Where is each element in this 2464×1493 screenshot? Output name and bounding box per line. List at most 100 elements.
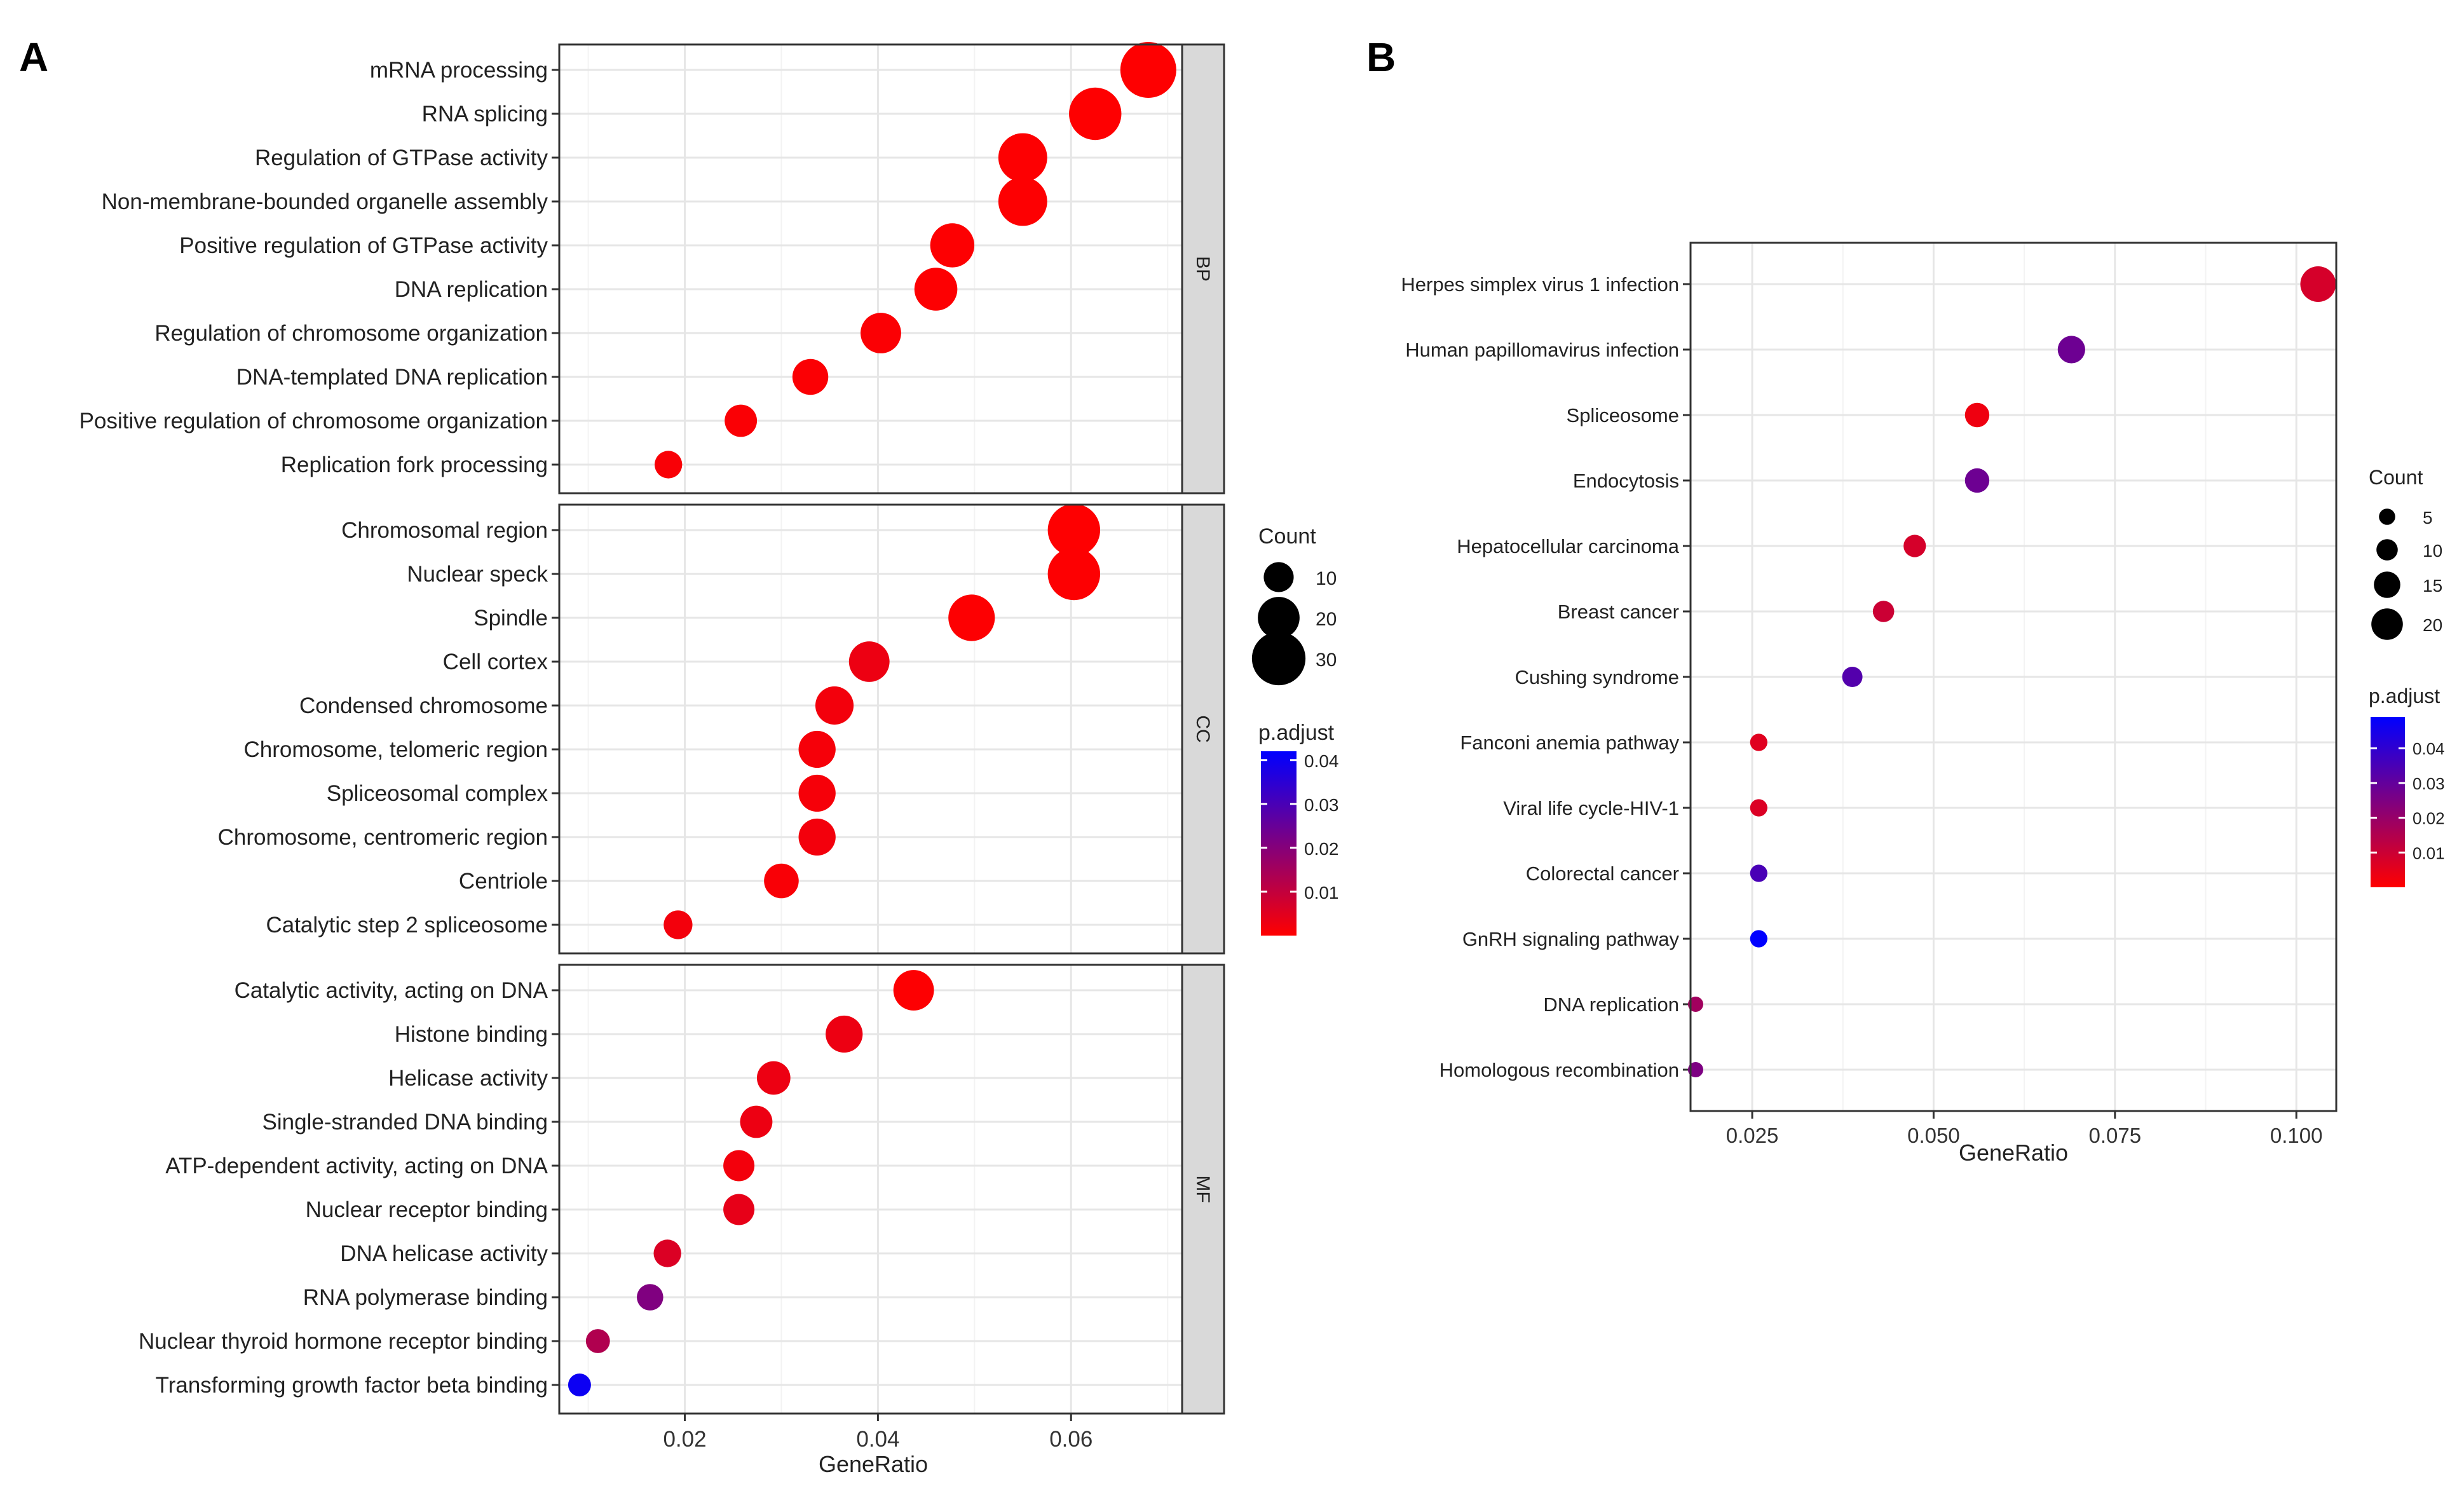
data-point: [653, 1239, 681, 1267]
data-point: [1750, 733, 1767, 751]
data-point: [948, 594, 995, 641]
size-legend-key: [2374, 571, 2400, 598]
y-tick-label: GnRH signaling pathway: [1462, 928, 1680, 950]
color-legend-gradient-bar: [1261, 751, 1297, 936]
y-tick-label: Homologous recombination: [1440, 1059, 1679, 1081]
color-legend-label: 0.04: [1304, 751, 1339, 771]
data-point: [915, 268, 958, 311]
legend: Count 5 10 15 20 p.adjust 0.01 0.02 0.03 0.04: [2369, 466, 2445, 887]
y-tick-label: Cushing syndrome: [1515, 666, 1679, 688]
data-point: [655, 451, 682, 478]
y-tick-label: Endocytosis: [1573, 470, 1679, 492]
x-tick-label: 0.050: [1907, 1124, 1960, 1147]
data-point: [793, 359, 828, 395]
size-legend-key: [1252, 632, 1305, 685]
x-axis: 0.02 0.04 0.06: [663, 1414, 1092, 1452]
y-tick-label: Nuclear receptor binding: [306, 1197, 548, 1222]
y-tick-label: Nuclear speck: [407, 562, 548, 587]
data-point: [849, 641, 890, 682]
y-tick-label: Viral life cycle-HIV-1: [1503, 797, 1679, 819]
size-legend-key: [2371, 608, 2403, 640]
size-legend-keys: 10 20 30: [1252, 562, 1337, 685]
y-tick-label: Chromosome, telomeric region: [243, 737, 548, 762]
y-tick-label: Chromosome, centromeric region: [218, 825, 548, 850]
color-legend-label: 0.02: [2413, 809, 2445, 828]
panel-label-a: A: [19, 34, 48, 80]
size-legend-title: Count: [2369, 466, 2423, 489]
y-tick-label: Herpes simplex virus 1 infection: [1401, 273, 1679, 296]
color-legend-label: 0.01: [1304, 883, 1339, 903]
x-tick-label: 0.04: [856, 1427, 899, 1452]
y-tick-label: Helicase activity: [388, 1066, 548, 1091]
color-legend-label: 0.03: [1304, 795, 1339, 815]
data-point: [930, 223, 974, 267]
y-tick-label: Nuclear thyroid hormone receptor binding: [139, 1329, 548, 1354]
y-tick-label: Condensed chromosome: [299, 693, 548, 718]
size-legend-label: 20: [1316, 609, 1337, 630]
y-tick-label: Positive regulation of chromosome organi…: [79, 409, 548, 433]
data-point: [764, 864, 799, 899]
data-point: [815, 686, 854, 725]
y-tick-label: Catalytic step 2 spliceosome: [266, 913, 548, 937]
panel-a-go-dotplot: mRNA processing RNA splicing Regulation of…: [79, 42, 1339, 1477]
data-point: [894, 970, 934, 1011]
color-legend-gradient-bar: [2371, 717, 2405, 887]
data-point: [664, 910, 692, 939]
y-tick-label: Human papillomavirus infection: [1405, 339, 1679, 361]
data-point: [568, 1374, 591, 1396]
y-tick-label: DNA replication: [395, 277, 548, 302]
y-tick-label: Non-membrane-bounded organelle assembly: [102, 189, 548, 214]
color-legend-label: 0.04: [2413, 739, 2445, 758]
data-point: [757, 1061, 791, 1095]
y-tick-label: Centriole: [459, 869, 548, 894]
y-tick-label: Spliceosome: [1567, 404, 1679, 426]
data-point: [740, 1106, 773, 1138]
facet-panel-background: [559, 965, 1182, 1414]
color-legend-title: p.adjust: [2369, 685, 2440, 707]
color-legend-label: 0.01: [2413, 843, 2445, 862]
y-tick-label: Positive regulation of GTPase activity: [179, 233, 548, 258]
data-point: [1750, 930, 1767, 947]
facet-bp: mRNA processingRNA splicingRegulation of…: [79, 42, 1224, 493]
data-point: [725, 405, 757, 437]
y-tick-label: DNA helicase activity: [340, 1241, 548, 1266]
data-point: [1873, 601, 1895, 622]
y-tick-label: RNA polymerase binding: [303, 1285, 548, 1310]
plot-area: Herpes simplex virus 1 infection Human pa…: [1401, 243, 2336, 1111]
x-axis-label: GeneRatio: [819, 1451, 928, 1477]
size-legend-label: 30: [1316, 650, 1337, 671]
y-tick-label: Histone binding: [395, 1022, 548, 1047]
data-point: [723, 1150, 754, 1182]
y-tick-label: Regulation of GTPase activity: [255, 146, 548, 170]
x-tick-label: 0.02: [663, 1427, 706, 1452]
data-point: [586, 1329, 610, 1353]
facet-strip-label: MF: [1192, 1175, 1213, 1203]
data-point: [1750, 864, 1767, 882]
x-tick-label: 0.025: [1726, 1124, 1779, 1147]
y-tick-label: Catalytic activity, acting on DNA: [235, 978, 548, 1003]
y-tick-label: Fanconi anemia pathway: [1460, 732, 1679, 754]
y-tick-label: DNA replication: [1543, 993, 1679, 1016]
data-point: [826, 1016, 862, 1053]
enrichment-figure: A B mRNA processingRNA splicingRegulatio…: [0, 0, 2464, 1493]
y-tick-label: mRNA processing: [370, 58, 548, 83]
color-legend-label: 0.02: [1304, 839, 1339, 859]
y-tick-label: DNA-templated DNA replication: [236, 365, 548, 390]
x-tick-label: 0.06: [1049, 1427, 1092, 1452]
y-tick-label: Chromosomal region: [341, 518, 548, 543]
legend: Count 10 20 30 p.adjust 0.01 0.02 0.03 0.04: [1252, 524, 1339, 936]
data-point: [1120, 42, 1176, 98]
data-point: [799, 775, 836, 812]
panel-label-b: B: [1366, 34, 1396, 80]
data-point: [2300, 266, 2336, 302]
y-tick-label: Hepatocellular carcinoma: [1457, 535, 1680, 557]
y-tick-label: Transforming growth factor beta binding: [156, 1373, 548, 1398]
y-tick-label: ATP-dependent activity, acting on DNA: [165, 1154, 548, 1178]
data-point: [2058, 336, 2085, 363]
y-tick-label: Breast cancer: [1558, 601, 1679, 623]
facet-cc: Chromosomal regionNuclear speckSpindleCe…: [218, 504, 1224, 953]
color-legend-label: 0.03: [2413, 774, 2445, 793]
y-tick-label: Spliceosomal complex: [327, 781, 548, 806]
size-legend-label: 20: [2423, 615, 2442, 635]
data-point: [1048, 548, 1100, 600]
